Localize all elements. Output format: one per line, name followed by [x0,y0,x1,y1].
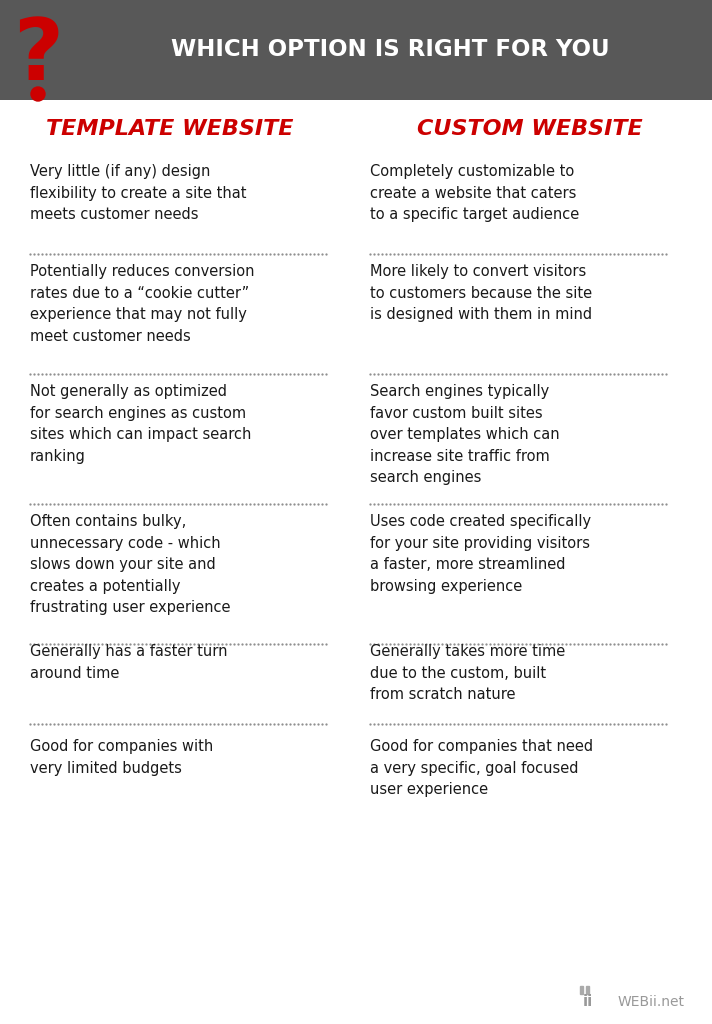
Text: Potentially reduces conversion
rates due to a “cookie cutter”
experience that ma: Potentially reduces conversion rates due… [30,264,254,344]
Bar [580,986,583,994]
Text: Good for companies with
very limited budgets: Good for companies with very limited bud… [30,739,214,775]
Text: WHICH OPTION IS RIGHT FOR YOU: WHICH OPTION IS RIGHT FOR YOU [171,38,609,60]
Text: Generally takes more time
due to the custom, built
from scratch nature: Generally takes more time due to the cus… [370,644,565,702]
Text: Search engines typically
favor custom built sites
over templates which can
incre: Search engines typically favor custom bu… [370,384,560,485]
Text: Uses code created specifically
for your site providing visitors
a faster, more s: Uses code created specifically for your … [370,514,591,594]
Text: Good for companies that need
a very specific, goal focused
user experience: Good for companies that need a very spec… [370,739,593,798]
Text: Generally has a faster turn
around time: Generally has a faster turn around time [30,644,228,681]
Text: TEMPLATE WEBSITE: TEMPLATE WEBSITE [46,119,294,139]
FancyBboxPatch shape [0,0,712,100]
Text: More likely to convert visitors
to customers because the site
is designed with t: More likely to convert visitors to custo… [370,264,592,323]
Text: Completely customizable to
create a website that caters
to a specific target aud: Completely customizable to create a webs… [370,164,580,222]
Text: CUSTOM WEBSITE: CUSTOM WEBSITE [417,119,643,139]
Text: Often contains bulky,
unnecessary code - which
slows down your site and
creates : Often contains bulky, unnecessary code -… [30,514,231,615]
Text: ii: ii [583,994,593,1010]
Circle shape [31,87,45,101]
Bar [586,986,589,994]
Text: WEBii.net: WEBii.net [618,995,685,1009]
Text: ?: ? [13,14,63,97]
Text: Not generally as optimized
for search engines as custom
sites which can impact s: Not generally as optimized for search en… [30,384,251,464]
Text: Very little (if any) design
flexibility to create a site that
meets customer nee: Very little (if any) design flexibility … [30,164,246,222]
